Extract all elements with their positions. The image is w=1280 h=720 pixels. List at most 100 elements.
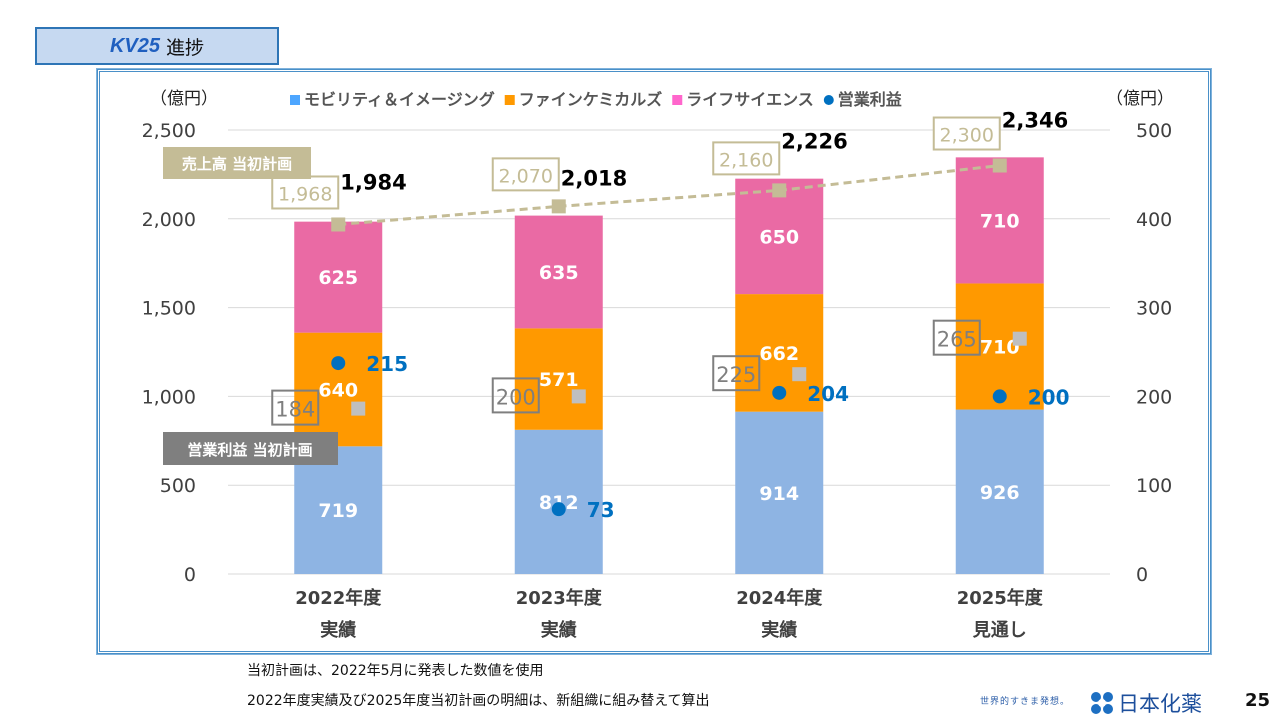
- x-tick-label: 2025年度: [957, 587, 1044, 609]
- footnote-1: 当初計画は、2022年5月に発表した数値を使用: [247, 663, 544, 679]
- bar-value-label: 571: [539, 369, 579, 391]
- x-tick-label: 見通し: [972, 620, 1027, 641]
- y-tick-right: 100: [1136, 475, 1172, 497]
- title-text: 進捗: [166, 36, 205, 59]
- sales-plan-marker: [551, 199, 566, 214]
- y-tick-right: 0: [1136, 564, 1148, 586]
- total-label: 1,984: [340, 171, 406, 195]
- chart-frame: [96, 68, 1212, 655]
- y-tick-left: 2,000: [142, 209, 196, 231]
- company-logo: 日本化薬: [1090, 688, 1202, 718]
- op-marker: [331, 356, 346, 371]
- slide-title: KV25 進捗: [35, 27, 279, 65]
- op-plan-label: 225: [716, 363, 756, 387]
- sales-plan-label-box: [932, 116, 1001, 151]
- bar-segment: [514, 215, 603, 329]
- bar-segment: [955, 409, 1044, 574]
- legend-swatch: [504, 95, 515, 105]
- bar-value-label: 914: [759, 483, 799, 505]
- op-marker: [772, 385, 787, 400]
- y-tick-right: 200: [1136, 386, 1172, 408]
- op-value-label: 200: [1028, 385, 1070, 409]
- op-marker: [992, 389, 1007, 404]
- y-tick-left: 1,500: [142, 298, 196, 320]
- bar-segment: [294, 332, 383, 447]
- sales-plan-badge: [163, 147, 311, 179]
- bar-segment: [955, 283, 1044, 410]
- y-tick-left: 2,500: [142, 120, 196, 142]
- op-value-label: 215: [366, 352, 408, 376]
- stacked-bar-chart: 0 500 1,000 1,500 2,000 2,500 0 100 200 300 400 500…: [142, 89, 1174, 641]
- bar-value-label: 635: [539, 262, 579, 284]
- y-tick-right: 500: [1136, 120, 1172, 142]
- y-axis-label-left: （億円）: [150, 89, 218, 109]
- bar-value-label: 625: [318, 267, 358, 289]
- op-plan-badge-label: 営業利益 当初計画: [187, 441, 312, 459]
- bar-segment: [735, 411, 824, 574]
- x-tick-label: 実績: [320, 619, 356, 641]
- y-axis-label-right: （億円）: [1106, 89, 1174, 109]
- op-plan-marker: [1012, 331, 1027, 346]
- bar-value-label: 710: [980, 210, 1020, 232]
- op-plan-label-box: [271, 389, 320, 426]
- op-plan-badge: [163, 432, 338, 465]
- x-tick-label: 実績: [541, 619, 577, 641]
- op-plan-marker: [351, 401, 366, 416]
- legend-label: 営業利益: [838, 90, 902, 109]
- legend-swatch: [290, 95, 300, 105]
- op-value-label: 73: [587, 498, 615, 522]
- legend-marker: [823, 95, 834, 105]
- legend-label: ライフサイエンス: [686, 90, 814, 109]
- op-plan-label: 265: [937, 328, 977, 352]
- bar-value-label: 640: [318, 379, 358, 401]
- y-tick-right: 400: [1136, 209, 1172, 231]
- op-plan-label: 184: [275, 398, 315, 422]
- sales-plan-marker: [331, 217, 346, 232]
- company-name: 日本化薬: [1118, 692, 1202, 716]
- total-label: 2,018: [561, 167, 627, 191]
- sales-plan-marker: [992, 158, 1007, 173]
- x-tick-label: 2024年度: [736, 587, 823, 609]
- x-tick-label: 2022年度: [295, 587, 382, 609]
- sales-plan-label: 2,300: [940, 125, 994, 147]
- bar-value-label: 719: [318, 500, 358, 522]
- bar-value-label: 926: [980, 482, 1020, 504]
- sales-plan-line: [338, 164, 1000, 226]
- op-plan-marker: [571, 389, 586, 404]
- bar-value-label: 650: [759, 226, 799, 248]
- sales-plan-badge-label: 売上高 当初計画: [182, 155, 292, 173]
- legend-label: モビリティ＆イメージング: [304, 90, 495, 109]
- y-tick-left: 500: [160, 475, 196, 497]
- sales-plan-label-box: [712, 141, 781, 176]
- sales-plan-label: 1,968: [278, 183, 332, 205]
- bar-value-label: 662: [759, 343, 799, 365]
- y-tick-left: 1,000: [142, 386, 196, 408]
- bar-segment: [294, 221, 383, 333]
- op-plan-label-box: [491, 377, 540, 414]
- company-slogan: 世界的すきま発想。: [980, 697, 1071, 707]
- op-plan-label-box: [712, 355, 761, 392]
- op-value-label: 204: [807, 382, 849, 406]
- op-plan-marker: [792, 367, 807, 382]
- x-tick-label: 2023年度: [516, 587, 603, 609]
- sales-plan-label-box: [491, 157, 560, 192]
- total-label: 2,346: [1002, 108, 1068, 132]
- y-tick-right: 300: [1136, 298, 1172, 320]
- company-logo-icon: [1091, 692, 1113, 714]
- bar-segment: [514, 429, 603, 574]
- legend-label: ファインケミカルズ: [519, 90, 663, 109]
- sales-plan-label: 2,070: [499, 165, 553, 187]
- bar-segment: [294, 446, 383, 574]
- sales-plan-label: 2,160: [719, 149, 773, 171]
- bar-segment: [955, 157, 1044, 284]
- title-brand: KV25: [109, 34, 160, 57]
- bar-value-label: 710: [980, 336, 1020, 358]
- op-plan-label-box: [932, 319, 981, 356]
- sales-plan-marker: [772, 183, 787, 198]
- page-number: 25: [1245, 690, 1271, 711]
- footnote-2: 2022年度実績及び2025年度当初計画の明細は、新組織に組み替えて算出: [247, 693, 710, 709]
- op-plan-label: 200: [496, 385, 536, 409]
- x-tick-label: 実績: [761, 619, 797, 641]
- legend-swatch: [672, 95, 683, 105]
- y-tick-left: 0: [184, 564, 196, 586]
